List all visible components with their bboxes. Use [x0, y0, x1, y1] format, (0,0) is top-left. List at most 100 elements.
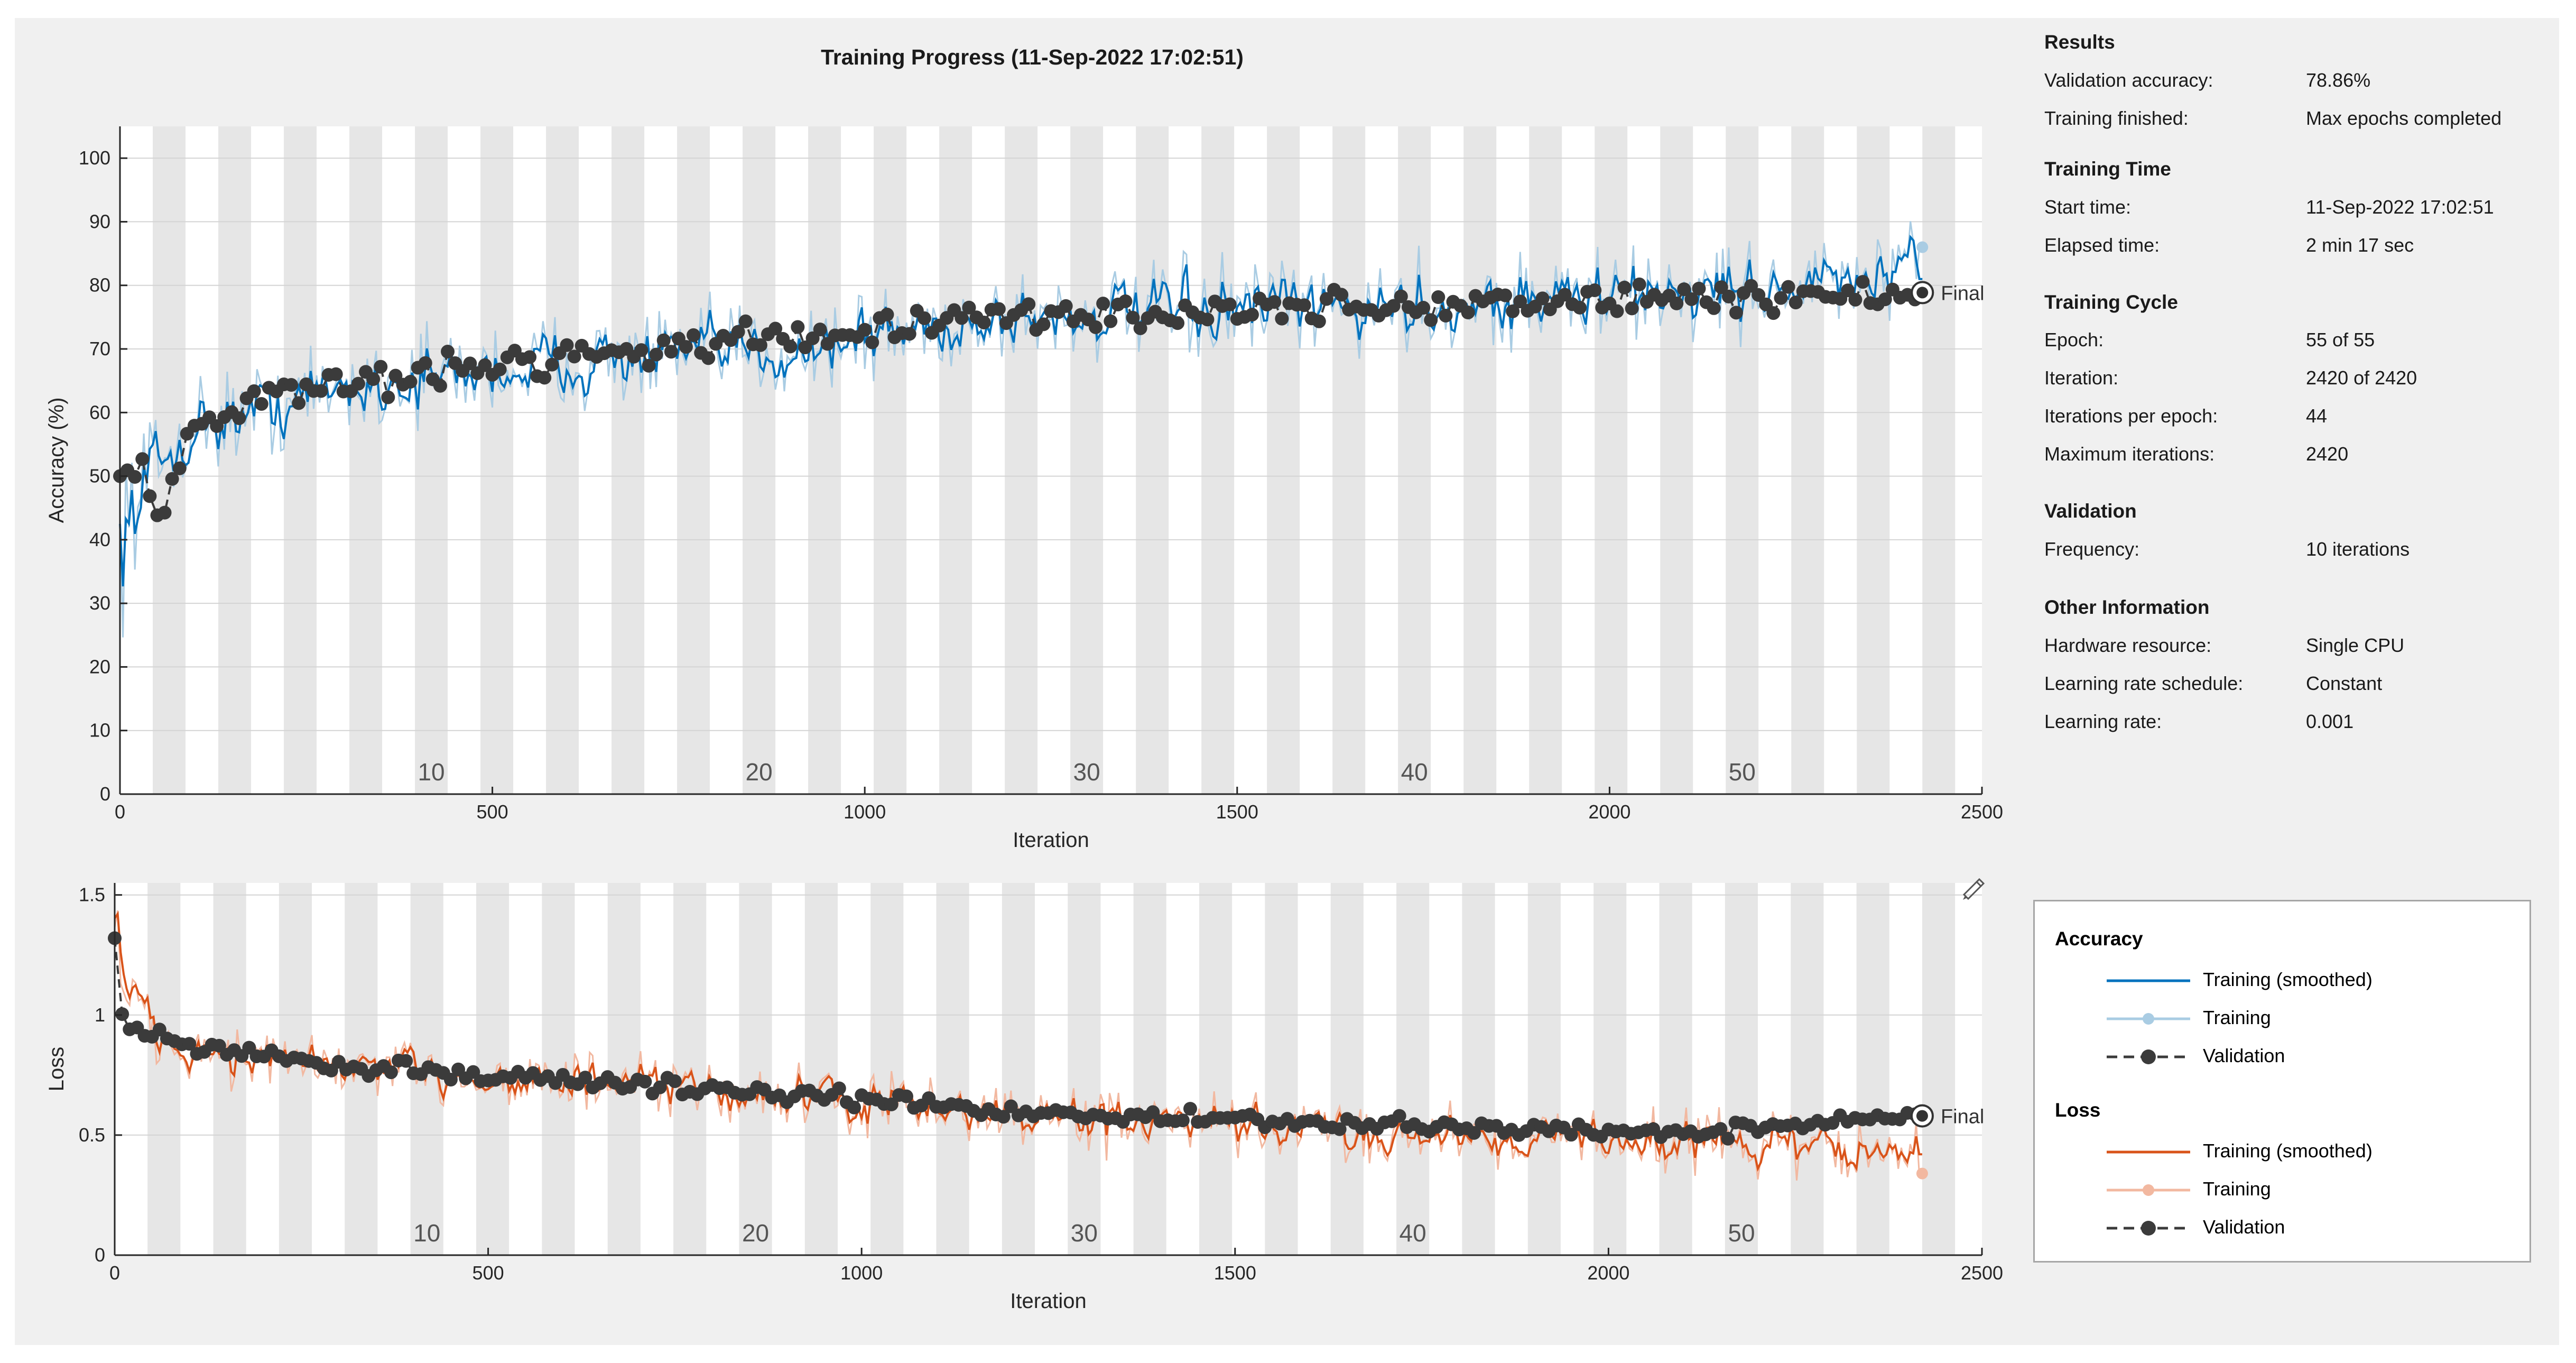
epoch-band [870, 883, 904, 1255]
validation-point [1461, 305, 1475, 319]
epoch-band [476, 883, 509, 1255]
epoch-label: 40 [1401, 758, 1428, 786]
validation-point [791, 320, 805, 334]
validation-point [1617, 280, 1632, 294]
validation-point [143, 489, 157, 503]
epoch-band [1922, 126, 1956, 794]
training-final-marker [1916, 241, 1929, 253]
info-value: 10 iterations [2306, 538, 2410, 560]
info-value: 11-Sep-2022 17:02:51 [2306, 196, 2494, 218]
validation-point [1222, 297, 1237, 311]
validation-point [443, 1073, 458, 1087]
epoch-band [677, 126, 710, 794]
validation-point [567, 349, 581, 364]
validation-point [493, 362, 507, 376]
epoch-band [804, 883, 838, 1255]
final-label: Final [1941, 1106, 1984, 1128]
validation-point [366, 372, 381, 386]
epoch-band [1660, 126, 1693, 794]
epoch-band [279, 883, 312, 1255]
validation-point [917, 311, 931, 325]
epoch-band [808, 126, 841, 794]
validation-point [865, 335, 879, 349]
epoch-band [1005, 126, 1038, 794]
legend-swatches [2107, 979, 2190, 1236]
validation-point [1558, 288, 1572, 302]
validation-point [254, 397, 268, 411]
validation-point [664, 345, 678, 359]
chart-title: Training Progress (11-Sep-2022 17:02:51) [821, 45, 1244, 69]
validation-point [1766, 306, 1781, 320]
validation-point [1059, 299, 1073, 313]
validation-point [374, 360, 388, 374]
x-tick-label: 500 [472, 1262, 504, 1284]
validation-point [1713, 1122, 1728, 1136]
validation-point [668, 1074, 682, 1088]
validation-point [1133, 321, 1147, 335]
validation-point [1096, 297, 1110, 311]
y-tick-label: 100 [79, 147, 110, 169]
epoch-band [1791, 126, 1824, 794]
validation-point [977, 315, 991, 329]
epoch-band [147, 883, 181, 1255]
validation-point [1774, 291, 1788, 305]
y-tick-label: 70 [89, 338, 110, 360]
validation-point [731, 325, 745, 339]
validation-point [1878, 292, 1892, 307]
validation-point [157, 505, 172, 520]
validation-point [399, 1054, 413, 1068]
epoch-band [284, 126, 317, 794]
validation-point [1200, 312, 1215, 327]
epoch-band [1529, 126, 1562, 794]
epoch-label: 10 [413, 1219, 440, 1247]
epoch-band [1726, 126, 1759, 794]
validation-point [996, 1110, 1011, 1124]
validation-point [955, 311, 969, 325]
info-label: Elapsed time: [2044, 234, 2160, 256]
brush-pen-icon[interactable] [1962, 878, 1985, 900]
info-label: Start time: [2044, 196, 2132, 218]
validation-point [1856, 275, 1870, 289]
validation-point [1610, 304, 1624, 318]
validation-point [634, 343, 648, 357]
epoch-band [1462, 883, 1495, 1255]
y-tick-label: 40 [89, 529, 110, 550]
x-tick-label: 2000 [1587, 1262, 1629, 1284]
y-axis-label: Loss [45, 1047, 68, 1092]
epoch-label: 30 [1073, 758, 1100, 786]
epoch-label: 20 [746, 758, 773, 786]
epoch-label: 10 [418, 758, 444, 786]
training-progress-window: Training Progress (11-Sep-2022 17:02:51)… [15, 18, 2559, 1345]
training-time-title: Training Time [2044, 158, 2171, 180]
y-tick-label: 0 [95, 1244, 105, 1266]
validation-point [1841, 283, 1855, 298]
info-value: 2420 [2306, 443, 2349, 465]
epoch-band [1002, 883, 1035, 1255]
validation-point [1535, 291, 1550, 306]
epoch-band [480, 126, 514, 794]
epoch-band [874, 126, 907, 794]
validation-point [1692, 281, 1706, 296]
validation-point [1416, 301, 1431, 315]
validation-point [1707, 301, 1721, 315]
epoch-band [1595, 126, 1628, 794]
epoch-label: 50 [1728, 1219, 1755, 1247]
validation-point [1564, 1128, 1578, 1142]
validation-point [832, 1081, 846, 1095]
epoch-band [611, 126, 645, 794]
info-value: 2420 of 2420 [2306, 367, 2417, 389]
final-marker-dot [1916, 1110, 1928, 1122]
validation-point [884, 1097, 898, 1111]
x-tick-label: 0 [109, 1262, 120, 1284]
validation-point [962, 300, 976, 315]
validation-point [418, 356, 432, 370]
info-label: Maximum iterations: [2044, 443, 2215, 465]
validation-point [314, 384, 328, 398]
epoch-band [1396, 883, 1430, 1255]
epoch-band [739, 883, 772, 1255]
validation-point [115, 1007, 129, 1021]
validation-point [649, 347, 663, 362]
validation-point [992, 302, 1006, 316]
validation-point [1386, 299, 1401, 313]
info-label: Frequency: [2044, 538, 2140, 560]
